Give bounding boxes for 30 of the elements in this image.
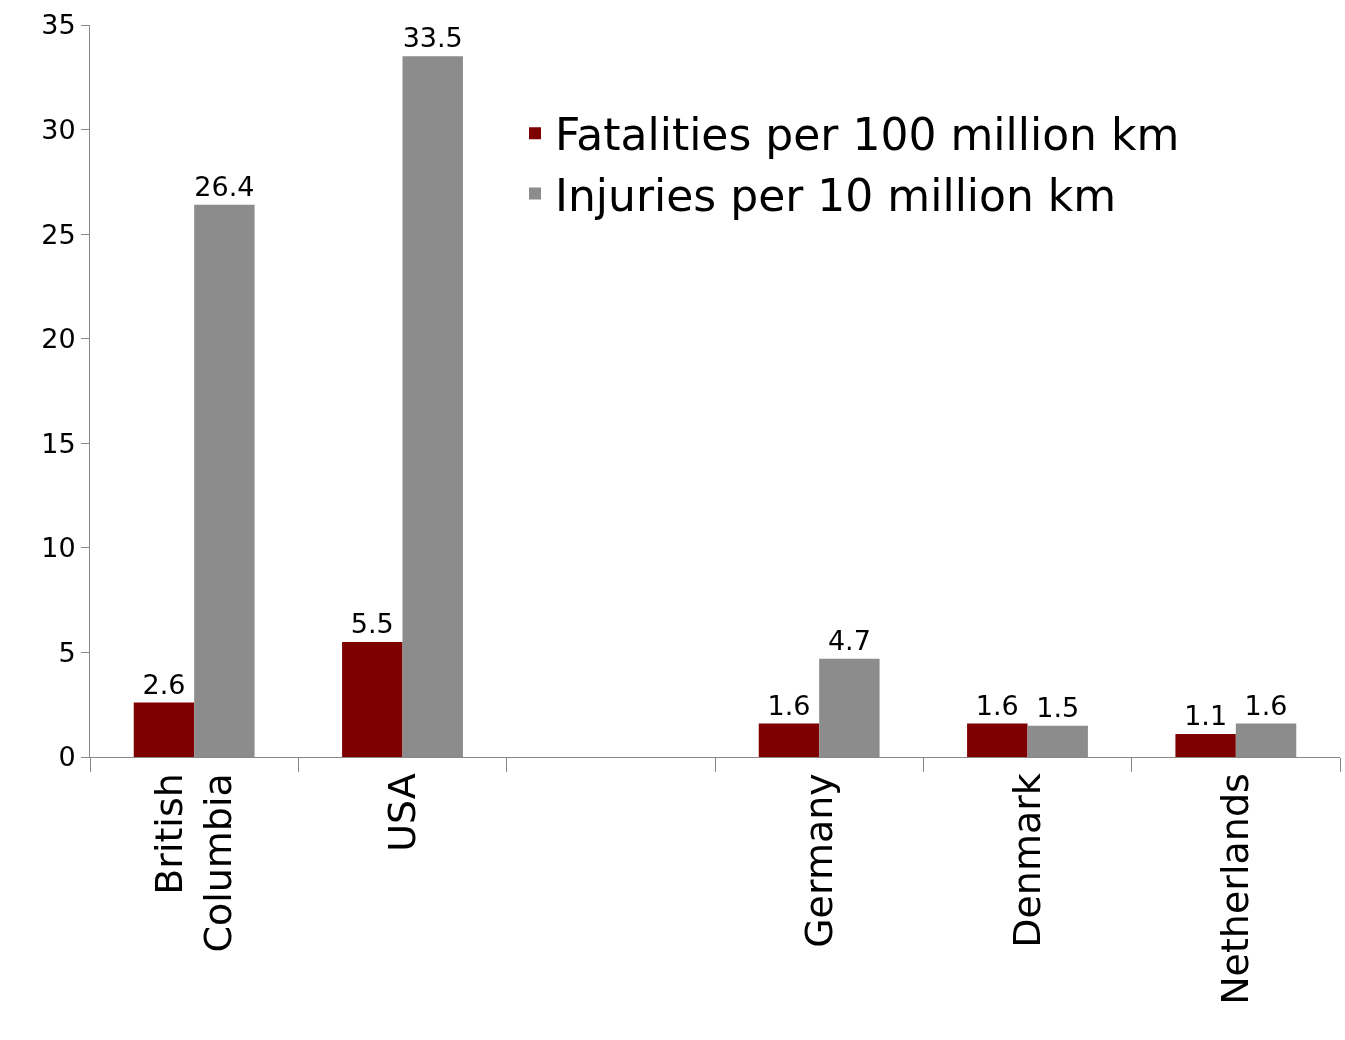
bar [133, 702, 195, 757]
data-label: 33.5 [402, 22, 463, 54]
x-tick-label: British Columbia [146, 773, 241, 953]
bar [758, 723, 820, 757]
x-tick-label: USA [379, 773, 424, 852]
x-tick-label: Denmark [1004, 773, 1049, 948]
data-label: 1.1 [1184, 699, 1228, 731]
y-tick-label: 0 [58, 741, 76, 773]
y-tick-label: 15 [41, 427, 76, 459]
legend-label: Injuries per 10 million km [555, 169, 1117, 221]
data-label: 1.6 [975, 689, 1019, 721]
y-tick-label: 35 [41, 9, 76, 41]
bar [1175, 733, 1236, 757]
data-label: 1.6 [767, 689, 811, 721]
bar [342, 641, 403, 757]
y-tick-label: 5 [58, 636, 76, 668]
data-label: 2.6 [142, 668, 186, 700]
data-label: 5.5 [350, 607, 394, 639]
bar [967, 723, 1028, 757]
x-tick-label: Netherlands [1213, 773, 1258, 1005]
data-label: 26.4 [194, 170, 255, 202]
x-tick-label: Germany [796, 773, 841, 948]
data-label: 4.7 [827, 624, 871, 656]
y-tick-label: 25 [41, 218, 76, 250]
y-tick-label: 30 [41, 114, 76, 146]
y-tick-label: 20 [41, 323, 76, 355]
legend-label: Fatalities per 100 million km [555, 109, 1180, 161]
data-label: 1.6 [1244, 689, 1288, 721]
data-label: 1.5 [1036, 691, 1080, 723]
y-tick-label: 10 [41, 532, 76, 564]
